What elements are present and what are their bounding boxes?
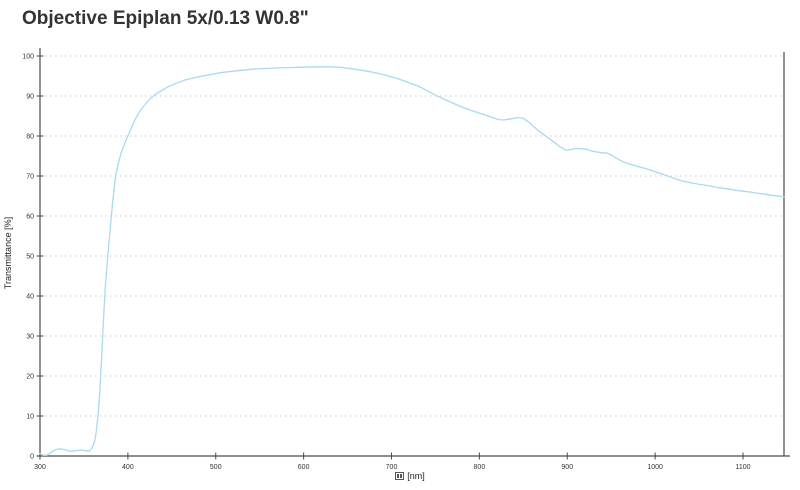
y-tick-label: 50 — [26, 254, 34, 261]
x-tick-label: 900 — [561, 464, 573, 471]
x-axis-title-text: [nm] — [407, 471, 425, 481]
y-tick-label: 40 — [26, 294, 34, 301]
y-tick-label: 80 — [26, 134, 34, 141]
x-tick-label: 500 — [210, 464, 222, 471]
y-tick-label: 70 — [26, 174, 34, 181]
y-axis-title: Transmittance [%] — [3, 216, 13, 290]
x-tick-label: 300 — [34, 464, 46, 471]
x-tick-label: 600 — [298, 464, 310, 471]
curve-transmittance — [39, 66, 785, 457]
x-tick-label: 700 — [386, 464, 398, 471]
y-tick-label: 20 — [26, 374, 34, 381]
y-tick-label: 100 — [22, 54, 34, 61]
x-axis-title: [nm] — [340, 471, 480, 481]
x-tick-label: 400 — [122, 464, 134, 471]
x-tick-label: 1000 — [647, 464, 663, 471]
y-tick-label: 0 — [30, 454, 34, 461]
chart-title: Objective Epiplan 5x/0.13 W0.8" — [22, 8, 309, 29]
missing-glyph-box-icon — [395, 472, 405, 480]
x-tick-label: 1100 — [735, 464, 750, 471]
y-tick-label: 10 — [26, 414, 34, 421]
y-tick-label: 30 — [26, 334, 34, 341]
x-tick-label: 800 — [474, 464, 486, 471]
y-tick-label: 60 — [26, 214, 34, 221]
y-tick-label: 90 — [26, 94, 34, 101]
